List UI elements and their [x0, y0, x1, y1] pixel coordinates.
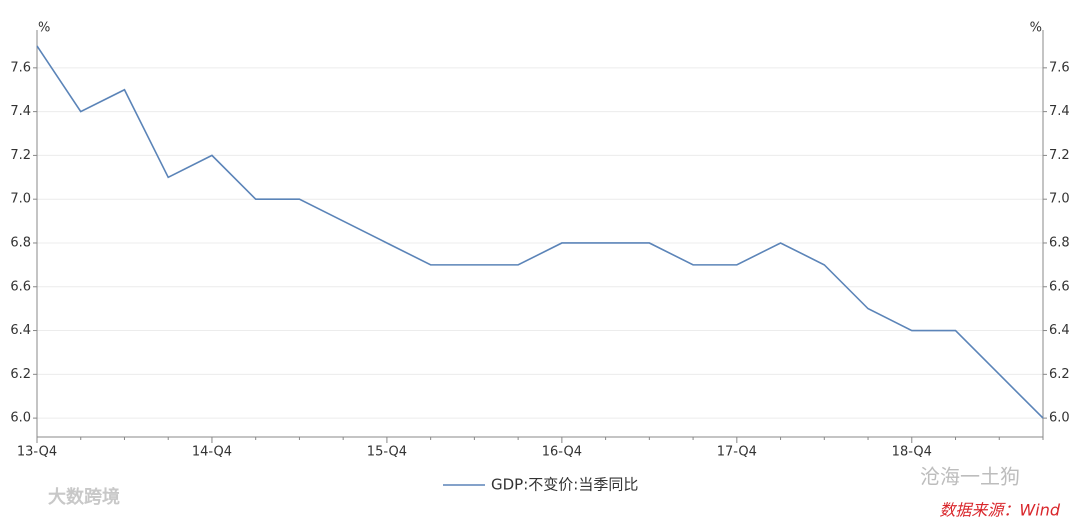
y2-tick-label: 6.6: [1049, 279, 1070, 294]
y-tick-label: 7.0: [10, 192, 31, 207]
x-tick-label: 13-Q4: [17, 445, 57, 460]
y-unit-left: %: [38, 21, 50, 36]
x-tick-label: 14-Q4: [192, 445, 232, 460]
y2-tick-label: 6.4: [1049, 323, 1070, 338]
y-unit-right: %: [1030, 21, 1042, 36]
y-tick-label: 7.6: [10, 60, 31, 75]
legend-label: GDP:不变价:当季同比: [491, 476, 638, 494]
watermark: 沧海一土狗: [920, 465, 1020, 489]
y-tick-label: 6.2: [10, 367, 31, 382]
y-tick-label: 6.0: [10, 411, 31, 426]
x-tick-label: 16-Q4: [542, 445, 582, 460]
y2-tick-label: 6.0: [1049, 411, 1070, 426]
line-series: [36, 45, 1044, 419]
x-tick-label: 17-Q4: [717, 445, 757, 460]
y-tick-label: 7.2: [10, 148, 31, 163]
x-tick-label: 15-Q4: [367, 445, 407, 460]
y2-tick-label: 6.8: [1049, 235, 1070, 250]
watermark: 大数跨境: [48, 486, 120, 508]
y-tick-label: 6.6: [10, 279, 31, 294]
y2-tick-label: 7.6: [1049, 60, 1070, 75]
source: 数据来源：Wind: [939, 501, 1060, 520]
y2-tick-label: 7.0: [1049, 192, 1070, 207]
y-tick-label: 7.4: [10, 104, 31, 119]
y2-tick-label: 6.2: [1049, 367, 1070, 382]
y2-tick-label: 7.4: [1049, 104, 1070, 119]
x-tick-label: 18-Q4: [892, 445, 932, 460]
y-tick-label: 6.8: [10, 235, 31, 250]
y2-tick-label: 7.2: [1049, 148, 1070, 163]
y-tick-label: 6.4: [10, 323, 31, 338]
